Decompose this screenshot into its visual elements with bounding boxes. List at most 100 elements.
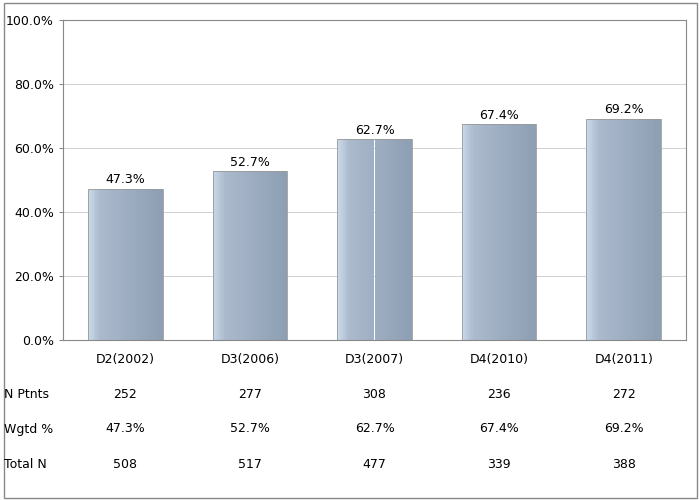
Bar [218,172,220,340]
Bar [402,140,405,340]
Bar [103,188,105,340]
Bar [248,172,250,340]
Text: 388: 388 [612,458,636,470]
Bar [88,188,162,340]
Bar [638,118,640,340]
Bar [105,188,106,340]
Bar [637,118,638,340]
Bar [587,118,661,340]
Bar [346,140,349,340]
Text: Total N: Total N [4,458,46,470]
Text: 272: 272 [612,388,636,400]
Bar [497,124,499,340]
Text: 252: 252 [113,388,137,400]
Bar [112,188,114,340]
Bar [643,118,644,340]
Bar [609,118,610,340]
Bar [140,188,142,340]
Bar [337,140,339,340]
Bar [475,124,477,340]
Bar [116,188,118,340]
Bar [612,118,615,340]
Bar [354,140,356,340]
Bar [408,140,410,340]
Bar [496,124,497,340]
Bar [213,172,287,340]
Bar [399,140,400,340]
Bar [463,124,466,340]
Bar [220,172,222,340]
Bar [150,188,151,340]
Bar [139,188,140,340]
Bar [494,124,496,340]
Bar [654,118,655,340]
Bar [133,188,134,340]
Text: D4(2010): D4(2010) [470,352,528,366]
Bar [95,188,97,340]
Bar [153,188,155,340]
Bar [627,118,629,340]
Bar [106,188,108,340]
Bar [372,140,375,340]
Bar [389,140,391,340]
Bar [622,118,624,340]
Bar [462,124,463,340]
Bar [369,140,371,340]
Bar [365,140,367,340]
Bar [397,140,399,340]
Bar [360,140,361,340]
Bar [244,172,246,340]
Bar [281,172,284,340]
Bar [269,172,270,340]
Bar [134,188,136,340]
Bar [652,118,654,340]
Bar [127,188,129,340]
Bar [384,140,386,340]
Bar [505,124,507,340]
Bar [123,188,125,340]
Bar [640,118,643,340]
Bar [151,188,153,340]
Bar [380,140,382,340]
Bar [393,140,395,340]
Bar [259,172,261,340]
Bar [659,118,661,340]
Bar [344,140,346,340]
Bar [270,172,272,340]
Bar [615,118,616,340]
Text: 62.7%: 62.7% [355,422,394,436]
Bar [655,118,657,340]
Bar [512,124,514,340]
Bar [131,188,133,340]
Bar [280,172,281,340]
Bar [522,124,524,340]
Bar [263,172,265,340]
Text: 67.4%: 67.4% [480,109,519,122]
Bar [657,118,659,340]
Bar [99,188,101,340]
Bar [588,118,590,340]
Bar [533,124,535,340]
Bar [349,140,350,340]
Bar [516,124,518,340]
Bar [490,124,491,340]
Bar [250,172,252,340]
Text: 236: 236 [487,388,511,400]
Bar [284,172,286,340]
Bar [388,140,389,340]
Bar [246,172,248,340]
Bar [356,140,358,340]
Bar [233,172,235,340]
Bar [382,140,384,340]
Bar [286,172,287,340]
Bar [155,188,157,340]
Bar [88,188,90,340]
Bar [501,124,503,340]
Bar [599,118,601,340]
Bar [525,124,527,340]
Bar [507,124,508,340]
Text: D3(2007): D3(2007) [345,352,404,366]
Bar [486,124,488,340]
Bar [242,172,244,340]
Bar [391,140,393,340]
